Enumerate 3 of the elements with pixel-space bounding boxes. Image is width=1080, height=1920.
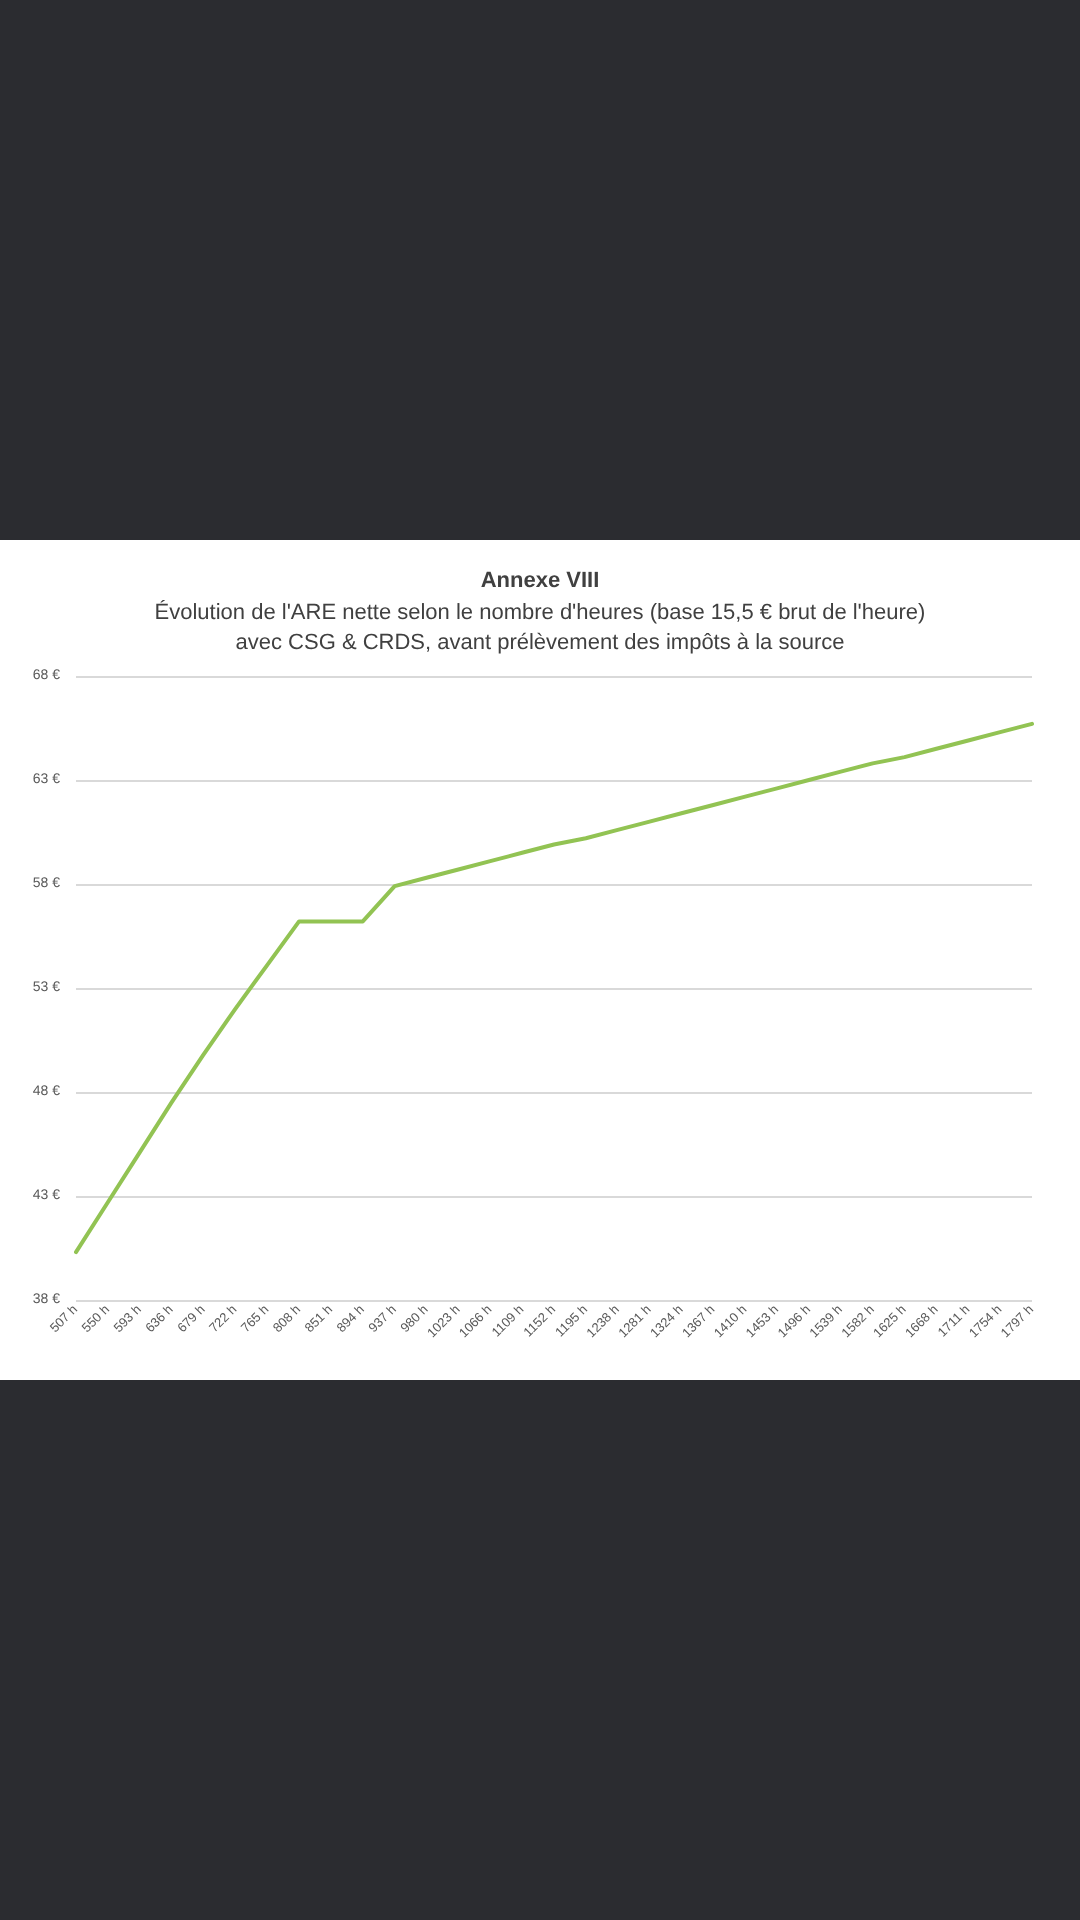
line-series (74, 721, 1034, 1255)
chart-title: Annexe VIII (480, 569, 600, 593)
chart-subtitle: Évolution de l'ARE nette selon le nombre d'heures (base 15,5 € brut de l'heure) avec CSG & CRDS, avant prélèvement des impôts à la source (154, 599, 926, 655)
